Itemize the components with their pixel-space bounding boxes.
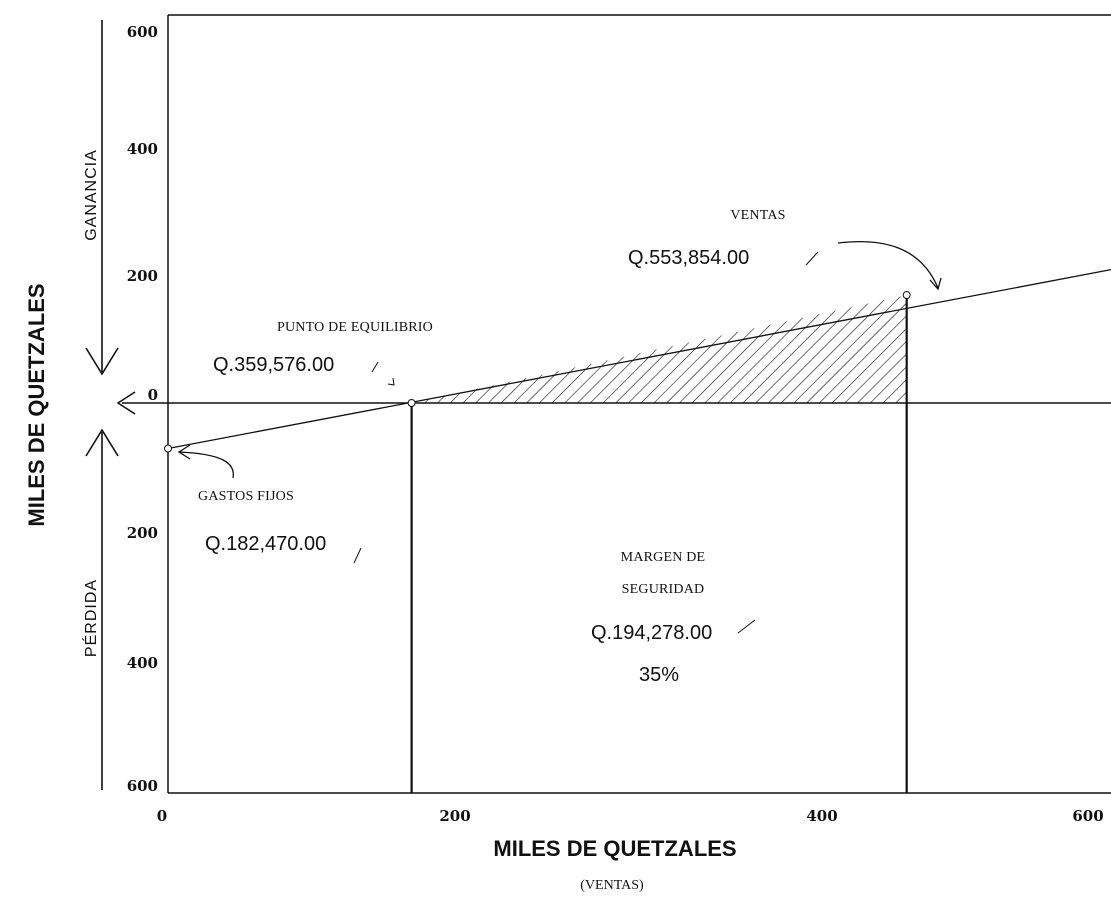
margen-percent: 35% — [639, 664, 679, 686]
ganancia-arrowhead — [85, 347, 119, 376]
margen-value: Q.194,278.00 — [591, 622, 712, 644]
ventas-label: VENTAS — [730, 208, 785, 223]
x-tick-label: 0 — [157, 807, 167, 825]
ventas-tick — [805, 251, 819, 266]
margen-tick — [737, 619, 756, 634]
y-tick-label: 600 — [127, 777, 158, 795]
y-axis-title: MILES DE QUETZALES — [24, 283, 49, 526]
gastos-fijos-arrow — [179, 451, 234, 479]
punto-equilibrio-label: PUNTO DE EQUILIBRIO — [277, 320, 433, 335]
y-tick-label: 0 — [148, 386, 158, 404]
punto-equilibrio-value: Q.359,576.00 — [213, 354, 334, 376]
y-tick-label: 200 — [127, 267, 158, 285]
perdida-label: PÉRDIDA — [81, 579, 100, 657]
gastos-fijos-label: GASTOS FIJOS — [198, 489, 294, 504]
point-punto-equilibrio — [407, 399, 416, 407]
y-tick-label: 600 — [127, 23, 158, 41]
margen-label-2: SEGURIDAD — [622, 582, 705, 597]
ventas-arrowhead — [929, 277, 942, 291]
y-tick-labels: 600 400 200 0 200 400 600 — [127, 23, 158, 795]
punto-equilibrio-pointer — [387, 377, 395, 386]
y-tick-label: 200 — [127, 524, 158, 542]
series-line — [167, 269, 1111, 450]
x-tick-label: 400 — [806, 807, 837, 825]
x-axis-title: MILES DE QUETZALES — [493, 836, 736, 861]
y-tick-label: 400 — [127, 654, 158, 672]
profit-hatched-area — [411, 295, 907, 403]
x-tick-labels: 0 200 400 600 — [157, 807, 1104, 825]
x-tick-label: 200 — [439, 807, 470, 825]
ventas-arrow — [837, 240, 939, 289]
x-axis-subtitle: (VENTAS) — [580, 878, 644, 893]
zero-line-arrow — [116, 391, 136, 415]
punto-equilibrio-tick — [371, 361, 379, 373]
gastos-fijos-arrowhead — [177, 444, 191, 460]
margen-label-1: MARGEN DE — [621, 550, 706, 565]
ganancia-label: GANANCIA — [83, 149, 100, 241]
point-gastos-fijos — [164, 444, 172, 453]
y-tick-label: 400 — [127, 140, 158, 158]
gastos-fijos-tick — [353, 547, 362, 564]
x-tick-label: 600 — [1072, 807, 1103, 825]
perdida-arrowhead — [85, 428, 119, 457]
point-ventas — [902, 291, 911, 300]
gastos-fijos-value: Q.182,470.00 — [205, 533, 326, 555]
ventas-value: Q.553,854.00 — [628, 247, 749, 269]
